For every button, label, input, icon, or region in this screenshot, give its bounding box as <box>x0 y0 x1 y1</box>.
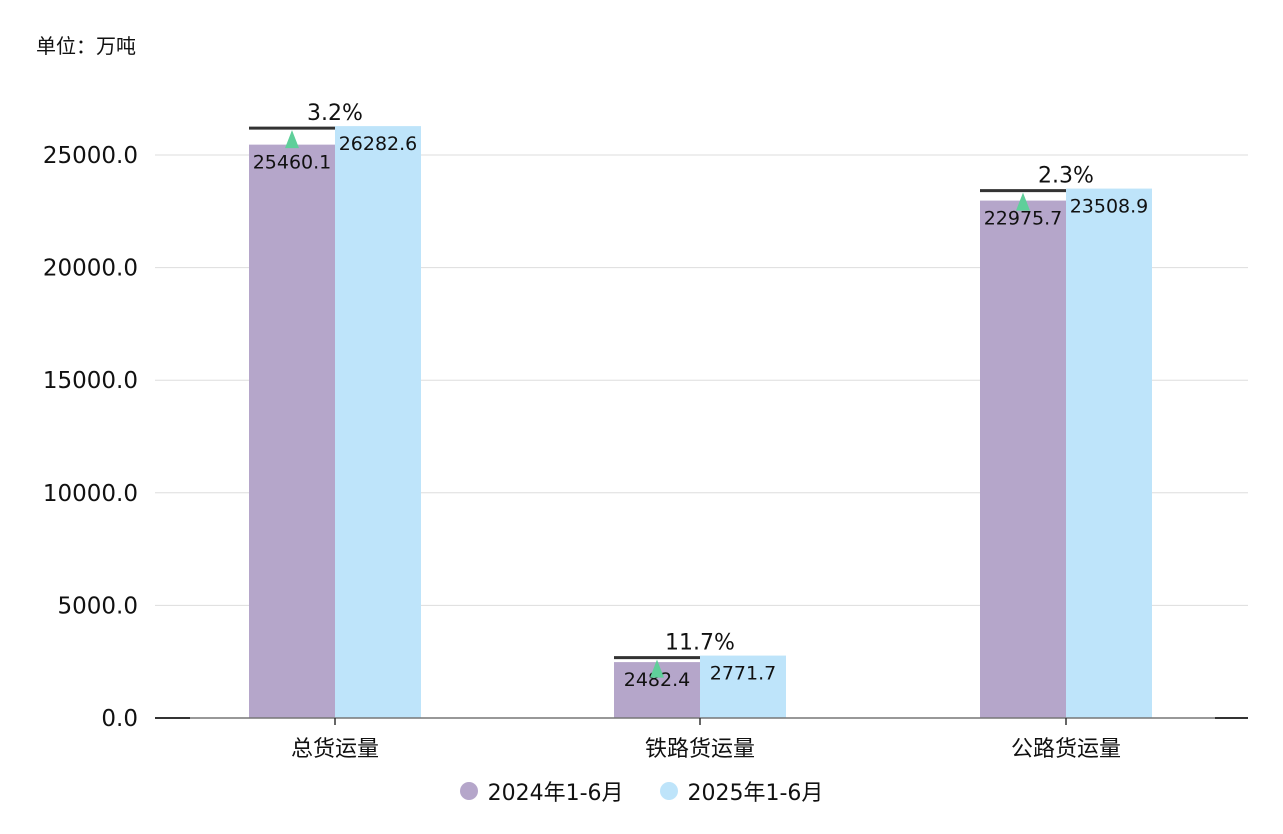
legend-swatch-2024 <box>459 782 478 800</box>
x-category-label: 总货运量 <box>291 737 379 762</box>
legend-item-2025[interactable]: 2025年1-6月 <box>659 775 824 807</box>
legend-label-2025: 2025年1-6月 <box>687 781 824 806</box>
data-label-layer: 25460.1 26282.6 2482.4 2771.7 22975.7 23508.9 <box>253 133 1149 691</box>
x-category-label: 铁路货运量 <box>645 737 755 762</box>
data-label-2024: 2482.4 <box>624 669 690 691</box>
growth-rate-label: 3.2% <box>307 101 363 126</box>
y-tick-label: 25000.0 <box>43 143 138 169</box>
legend-label-2024: 2024年1-6月 <box>487 781 624 806</box>
data-label-2025: 23508.9 <box>1070 196 1149 218</box>
data-label-2025: 2771.7 <box>710 663 776 685</box>
data-label-2024: 22975.7 <box>984 208 1063 230</box>
y-axis-ticks: 0.0 5000.0 10000.0 15000.0 20000.0 25000.0 <box>43 143 138 732</box>
bar-2025 <box>700 655 786 718</box>
legend-item-2024[interactable]: 2024年1-6月 <box>459 775 624 807</box>
bar-2025 <box>1066 188 1152 718</box>
growth-rate-label: 11.7% <box>665 631 735 656</box>
unit-label: 单位：万吨 <box>36 34 136 58</box>
y-tick-label: 15000.0 <box>43 368 138 394</box>
bar-2024 <box>249 144 335 718</box>
up-arrow-icon <box>285 130 299 149</box>
y-tick-label: 5000.0 <box>58 593 138 619</box>
y-tick-label: 10000.0 <box>43 481 138 507</box>
growth-layer: 3.2% 11.7% 2.3% <box>249 101 1094 678</box>
legend: 2024年1-6月 2025年1-6月 <box>0 775 1283 807</box>
data-label-2024: 25460.1 <box>253 152 332 174</box>
x-axis: 总货运量 铁路货运量 公路货运量 <box>155 717 1248 762</box>
bar-2024 <box>980 200 1066 719</box>
up-arrow-icon <box>1016 192 1030 211</box>
bar-layer <box>249 126 1152 719</box>
data-label-2025: 26282.6 <box>339 133 418 155</box>
up-arrow-icon <box>650 659 664 678</box>
legend-swatch-2025 <box>659 782 678 800</box>
bar-2025 <box>335 126 421 718</box>
growth-rate-label: 2.3% <box>1038 164 1094 189</box>
x-category-label: 公路货运量 <box>1011 737 1121 762</box>
y-tick-label: 20000.0 <box>43 256 138 282</box>
y-tick-label: 0.0 <box>101 706 138 732</box>
